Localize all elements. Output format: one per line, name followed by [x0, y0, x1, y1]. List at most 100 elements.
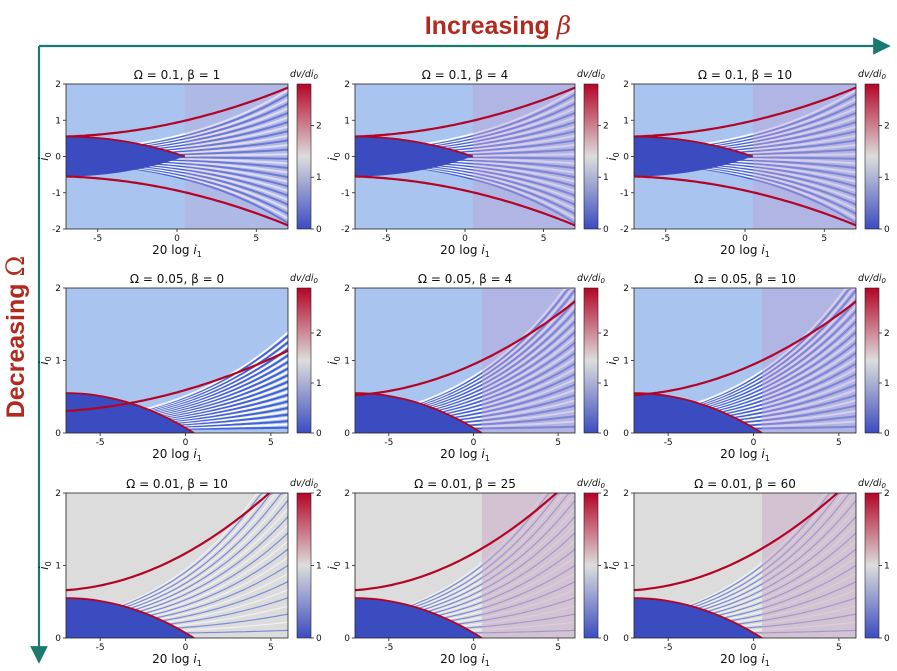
colorbar: [296, 287, 312, 434]
x-tick-label: 0: [742, 234, 748, 244]
y-tick-label: 1: [55, 562, 61, 572]
colorbar-title: dv/di0: [858, 69, 887, 81]
x-axis-label: 20 log i1: [152, 652, 202, 668]
lobe-boundary-line: [66, 135, 186, 158]
y-axis-label-var: i: [326, 157, 340, 161]
y-axis-label: i0: [605, 561, 621, 569]
x-axis-label-prefix: 20 log: [440, 447, 481, 461]
x-axis-label-var: i: [481, 447, 485, 461]
colorbar-title: dv/di0: [577, 69, 606, 81]
colorbar-title-main: dv/di: [290, 69, 314, 80]
colorbar-tick-label: 2: [884, 329, 890, 339]
panel-title: Ω = 0.01, β = 10: [126, 477, 228, 491]
colorbar-title-main: dv/di: [577, 69, 601, 80]
y-tick-label: 2: [623, 284, 629, 294]
x-tick-label: 0: [174, 234, 180, 244]
lower-boundary-line: [66, 175, 288, 227]
panel-title-sep: ,: [744, 68, 752, 82]
zero-state-lobe: [66, 393, 195, 433]
heatmap-body: [355, 84, 575, 229]
y-tick-label: 2: [623, 80, 629, 90]
colorbar-tick-label: 1: [884, 562, 890, 572]
x-axis-label-sub: 1: [485, 454, 490, 463]
colorbar-tick-label: 0: [884, 225, 890, 235]
y-tick-label: -1: [341, 189, 350, 199]
colorbar-title: dv/di0: [577, 273, 606, 285]
panel-title-beta: β = 60: [755, 477, 796, 491]
colorbar-tick-label: 1: [884, 173, 890, 183]
y-tick-label: 2: [344, 284, 350, 294]
chaotic-region: [472, 84, 575, 229]
panel-title-beta: β = 10: [755, 272, 796, 286]
lower-boundary-line: [634, 175, 856, 227]
x-tick-label: 0: [183, 438, 189, 448]
colorbar-title: dv/di0: [577, 478, 606, 490]
x-tick-label: 5: [821, 234, 827, 244]
y-axis-label: i0: [326, 561, 342, 569]
colorbar-tick-label: 2: [603, 489, 609, 499]
x-axis-label: 20 log i1: [720, 243, 770, 259]
colorbar: [864, 492, 880, 639]
lobe-boundary-line: [355, 392, 483, 433]
colorbar: [296, 83, 312, 230]
y-tick-label: 1: [55, 357, 61, 367]
colorbar-title-sub: 0: [314, 73, 319, 81]
y-axis-label-sub: 0: [612, 561, 621, 566]
colorbar-tick-label: 0: [316, 634, 322, 644]
x-axis-label-prefix: 20 log: [720, 447, 761, 461]
y-tick-label: 2: [344, 489, 350, 499]
x-axis-label: 20 log i1: [152, 243, 202, 259]
x-tick-label: -5: [384, 438, 393, 448]
x-tick-label: -5: [384, 643, 393, 653]
zero-state-lobe: [634, 393, 763, 433]
x-tick-label: 5: [268, 438, 274, 448]
y-axis-label-sub: 0: [333, 356, 342, 361]
colorbar-tick-label: 2: [884, 121, 890, 131]
x-axis-label: 20 log i1: [720, 447, 770, 463]
panel-title: Ω = 0.05, β = 0: [130, 272, 224, 286]
y-tick-label: 0: [55, 153, 61, 163]
zero-state-lobe: [634, 598, 763, 638]
y-axis-label-var: i: [37, 566, 51, 570]
colorbar-title-main: dv/di: [290, 273, 314, 284]
colorbar-tick-label: 0: [603, 225, 609, 235]
panel-title-beta: β = 25: [475, 477, 516, 491]
upper-boundary-line: [66, 86, 288, 138]
panel-title-omega: Ω = 0.1: [134, 68, 180, 82]
heatmap-body: [66, 288, 288, 433]
panel-title-sep: ,: [468, 68, 476, 82]
heatmap-body: [66, 84, 288, 229]
x-tick-label: 0: [183, 643, 189, 653]
x-tick-label: -5: [96, 643, 105, 653]
panel-title: Ω = 0.01, β = 60: [694, 477, 796, 491]
colorbar: [864, 287, 880, 434]
heatmap-body: [634, 493, 856, 638]
y-axis-label-sub: 0: [612, 356, 621, 361]
colorbar-tick-label: 0: [603, 429, 609, 439]
x-tick-label: 5: [836, 643, 842, 653]
x-tick-label: 0: [751, 438, 757, 448]
x-axis-label-sub: 1: [485, 250, 490, 259]
upper-boundary-line: [355, 86, 575, 138]
y-tick-label: 2: [55, 80, 61, 90]
y-tick-label: 2: [55, 284, 61, 294]
y-axis-label-var: i: [605, 361, 619, 365]
x-axis-label: 20 log i1: [152, 447, 202, 463]
x-tick-label: 0: [471, 438, 477, 448]
colorbar-title-main: dv/di: [577, 478, 601, 489]
panel-title-beta: β = 0: [191, 272, 224, 286]
colorbar-title-main: dv/di: [290, 478, 314, 489]
panel-title-sep: ,: [180, 68, 188, 82]
colorbar-tick-label: 2: [316, 121, 322, 131]
lobe-boundary-line: [634, 392, 763, 433]
x-axis-label: 20 log i1: [440, 447, 490, 463]
panel-title-beta: β = 1: [187, 68, 220, 82]
panel-title-beta: β = 4: [479, 272, 512, 286]
y-tick-label: 0: [344, 429, 350, 439]
y-axis-label-sub: 0: [333, 561, 342, 566]
colorbar-tick-label: 1: [316, 379, 322, 389]
